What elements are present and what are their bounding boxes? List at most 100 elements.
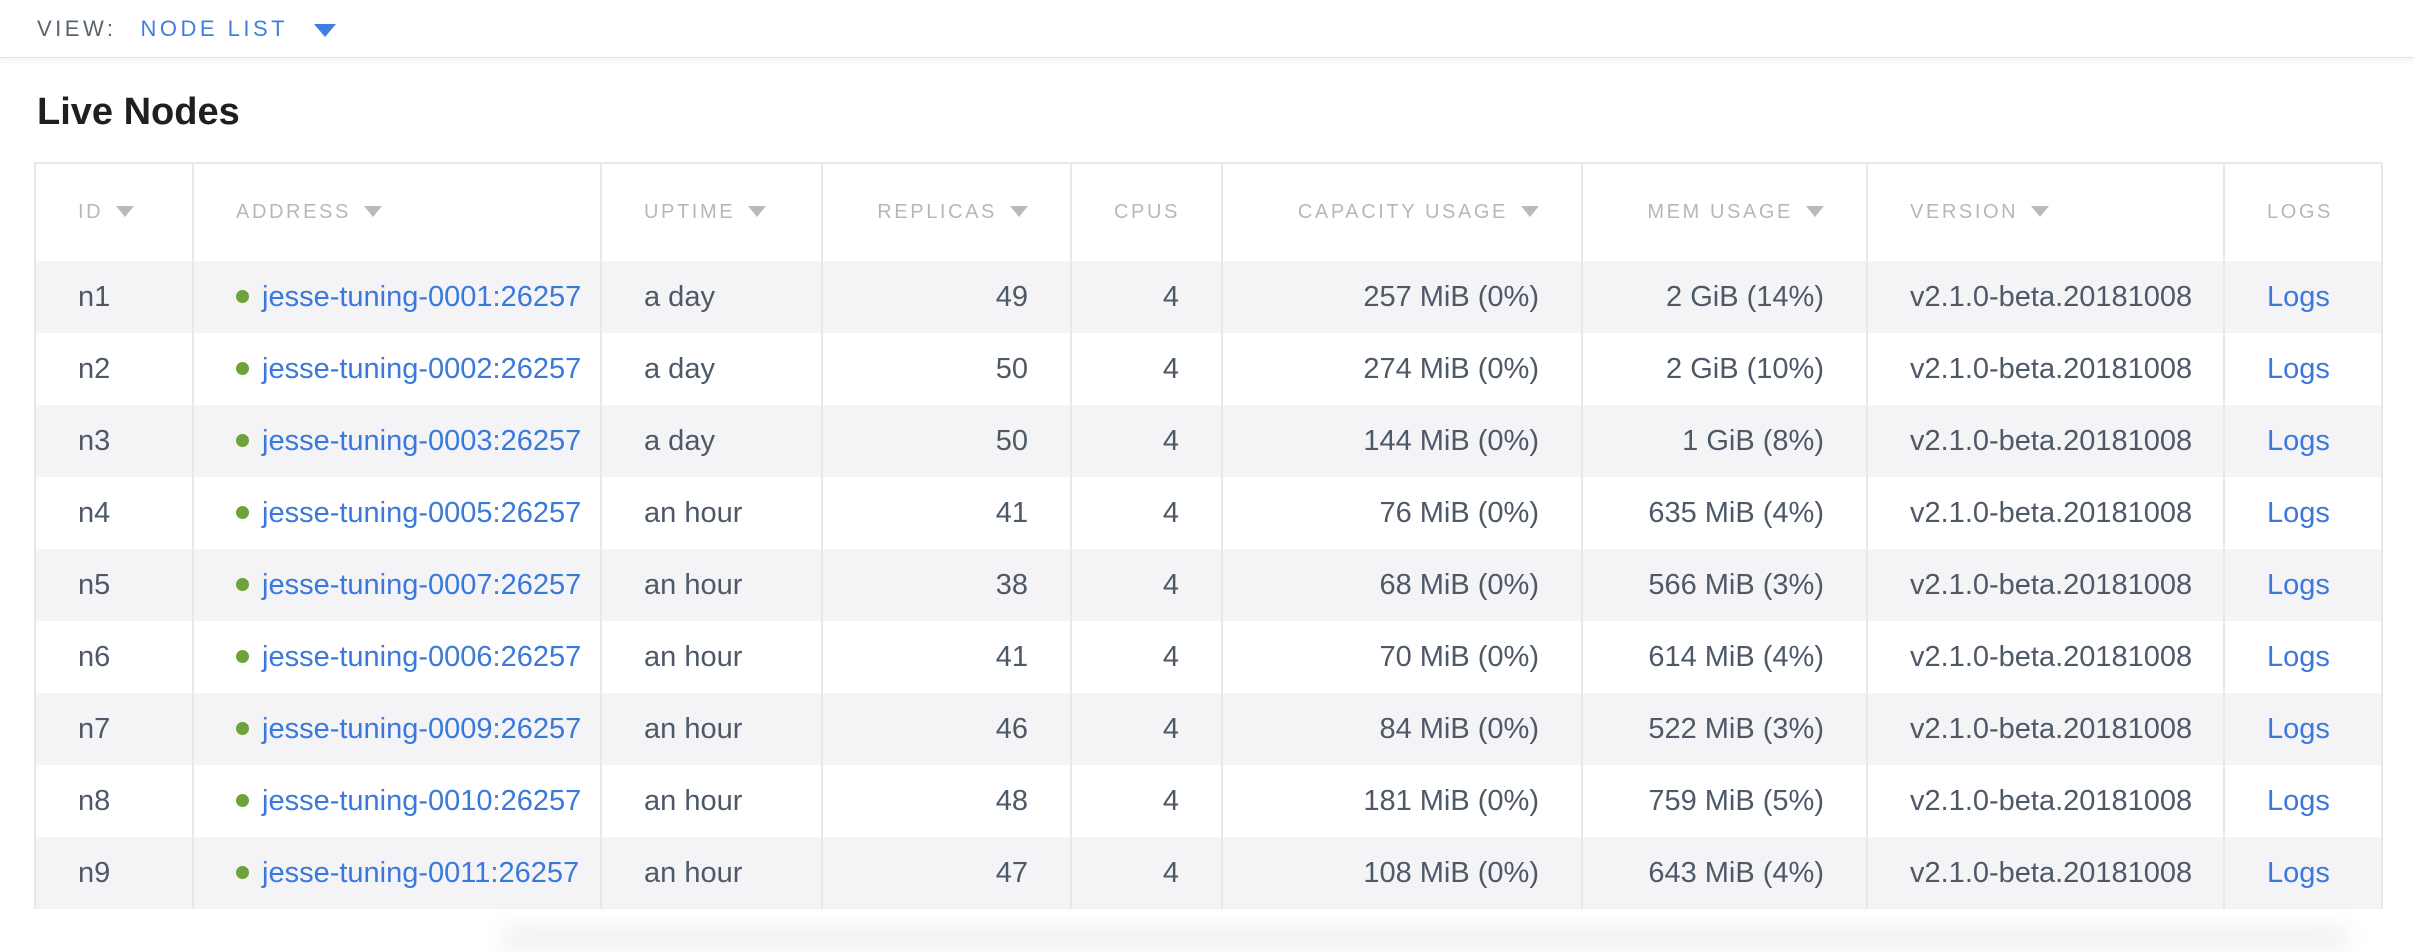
view-dropdown[interactable]: NODE LIST xyxy=(140,15,337,42)
node-status-healthy-icon xyxy=(236,793,249,807)
column-header-address[interactable]: ADDRESS xyxy=(192,163,601,261)
capacity-cell: 84 MiB (0%) xyxy=(1221,693,1582,765)
id-cell: n3 xyxy=(35,405,193,477)
column-header-uptime[interactable]: UPTIME xyxy=(600,163,822,261)
version-cell: v2.1.0-beta.20181008 xyxy=(1866,621,2224,693)
column-header-cpus: CPUS xyxy=(1070,163,1222,261)
node-logs-link[interactable]: Logs xyxy=(2267,352,2330,385)
table-body: n1 jesse-tuning-0001:26257 a day 49 4 257 MiB… xyxy=(35,261,2382,909)
id-cell: n7 xyxy=(35,693,193,765)
table-row-n1: n1 jesse-tuning-0001:26257 a day 49 4 257 MiB… xyxy=(35,261,2382,333)
version-cell: v2.1.0-beta.20181008 xyxy=(1866,405,2224,477)
column-header-label: VERSION xyxy=(1910,201,2019,223)
replicas-cell: 50 xyxy=(821,333,1071,405)
uptime-cell: an hour xyxy=(600,621,822,693)
node-address-link[interactable]: jesse-tuning-0009:26257 xyxy=(262,712,582,745)
sort-triangle-icon xyxy=(1806,206,1824,217)
uptime-cell: an hour xyxy=(600,693,822,765)
replicas-cell: 50 xyxy=(821,405,1071,477)
mem-cell: 614 MiB (4%) xyxy=(1581,621,1867,693)
capacity-cell: 70 MiB (0%) xyxy=(1221,621,1582,693)
node-logs-link[interactable]: Logs xyxy=(2267,784,2330,817)
live-nodes-table: ID ADDRESS UPTIME REPLICAS CPUS CAPACITY USAG… xyxy=(34,162,2383,909)
cpus-cell: 4 xyxy=(1070,333,1222,405)
cpus-cell: 4 xyxy=(1070,549,1222,621)
logs-cell: Logs xyxy=(2223,549,2382,621)
node-logs-link[interactable]: Logs xyxy=(2267,712,2330,745)
node-logs-link[interactable]: Logs xyxy=(2267,856,2330,889)
column-header-version[interactable]: VERSION xyxy=(1866,163,2224,261)
mem-cell: 566 MiB (3%) xyxy=(1581,549,1867,621)
view-label: VIEW: xyxy=(37,15,117,41)
column-header-capacity[interactable]: CAPACITY USAGE xyxy=(1221,163,1582,261)
node-logs-link[interactable]: Logs xyxy=(2267,568,2330,601)
cpus-cell: 4 xyxy=(1070,621,1222,693)
view-dropdown-value: NODE LIST xyxy=(140,15,289,41)
uptime-cell: an hour xyxy=(600,477,822,549)
node-status-healthy-icon xyxy=(236,577,249,591)
sort-triangle-icon xyxy=(1010,206,1028,217)
column-header-id[interactable]: ID xyxy=(35,163,193,261)
node-address-link[interactable]: jesse-tuning-0001:26257 xyxy=(262,280,582,313)
node-logs-link[interactable]: Logs xyxy=(2267,640,2330,673)
address-cell: jesse-tuning-0002:26257 xyxy=(192,333,601,405)
column-header-replicas[interactable]: REPLICAS xyxy=(821,163,1071,261)
version-cell: v2.1.0-beta.20181008 xyxy=(1866,837,2224,909)
table-row-n7: n7 jesse-tuning-0009:26257 an hour 46 4 84 Mi… xyxy=(35,693,2382,765)
capacity-cell: 274 MiB (0%) xyxy=(1221,333,1582,405)
node-logs-link[interactable]: Logs xyxy=(2267,424,2330,457)
id-cell: n5 xyxy=(35,549,193,621)
node-address-link[interactable]: jesse-tuning-0002:26257 xyxy=(262,352,582,385)
node-status-healthy-icon xyxy=(236,361,249,375)
version-cell: v2.1.0-beta.20181008 xyxy=(1866,333,2224,405)
column-header-label: ADDRESS xyxy=(236,201,351,223)
node-status-healthy-icon xyxy=(236,505,249,519)
node-address-link[interactable]: jesse-tuning-0005:26257 xyxy=(262,496,582,529)
logs-cell: Logs xyxy=(2223,837,2382,909)
address-cell: jesse-tuning-0010:26257 xyxy=(192,765,601,837)
uptime-cell: an hour xyxy=(600,549,822,621)
logs-cell: Logs xyxy=(2223,333,2382,405)
mem-cell: 2 GiB (10%) xyxy=(1581,333,1867,405)
node-address-link[interactable]: jesse-tuning-0007:26257 xyxy=(262,568,582,601)
column-header-label: CAPACITY USAGE xyxy=(1297,201,1508,223)
table-row-n3: n3 jesse-tuning-0003:26257 a day 50 4 144 MiB… xyxy=(35,405,2382,477)
capacity-cell: 181 MiB (0%) xyxy=(1221,765,1582,837)
main-content: Live Nodes ID ADDRESS UPTIME REPLICAS CPUS CA… xyxy=(0,90,2414,909)
id-cell: n1 xyxy=(35,261,193,333)
node-logs-link[interactable]: Logs xyxy=(2267,496,2330,529)
mem-cell: 522 MiB (3%) xyxy=(1581,693,1867,765)
replicas-cell: 41 xyxy=(821,477,1071,549)
node-logs-link[interactable]: Logs xyxy=(2267,280,2330,313)
capacity-cell: 76 MiB (0%) xyxy=(1221,477,1582,549)
logs-cell: Logs xyxy=(2223,621,2382,693)
sort-triangle-icon xyxy=(363,206,382,217)
node-address-link[interactable]: jesse-tuning-0010:26257 xyxy=(262,784,582,817)
table-row-n6: n6 jesse-tuning-0006:26257 an hour 41 4 70 Mi… xyxy=(35,621,2382,693)
column-header-label: CPUS xyxy=(1114,201,1180,223)
column-header-label: MEM USAGE xyxy=(1647,201,1793,223)
node-address-link[interactable]: jesse-tuning-0003:26257 xyxy=(262,424,582,457)
version-cell: v2.1.0-beta.20181008 xyxy=(1866,549,2224,621)
node-status-healthy-icon xyxy=(236,649,249,663)
uptime-cell: a day xyxy=(600,333,822,405)
logs-cell: Logs xyxy=(2223,405,2382,477)
mem-cell: 643 MiB (4%) xyxy=(1581,837,1867,909)
address-cell: jesse-tuning-0006:26257 xyxy=(192,621,601,693)
sort-triangle-icon xyxy=(116,206,135,217)
column-header-mem[interactable]: MEM USAGE xyxy=(1581,163,1867,261)
cpus-cell: 4 xyxy=(1070,765,1222,837)
table-row-n4: n4 jesse-tuning-0005:26257 an hour 41 4 76 Mi… xyxy=(35,477,2382,549)
node-address-link[interactable]: jesse-tuning-0011:26257 xyxy=(262,856,580,889)
mem-cell: 635 MiB (4%) xyxy=(1581,477,1867,549)
node-status-healthy-icon xyxy=(236,865,249,879)
id-cell: n2 xyxy=(78,352,111,385)
replicas-cell: 46 xyxy=(821,693,1071,765)
cpus-cell: 4 xyxy=(1070,477,1222,549)
cpus-cell: 4 xyxy=(1070,693,1222,765)
chevron-down-icon xyxy=(314,23,337,37)
node-address-link[interactable]: jesse-tuning-0006:26257 xyxy=(262,640,582,673)
address-cell: jesse-tuning-0005:26257 xyxy=(192,477,601,549)
column-header-label: REPLICAS xyxy=(877,201,997,223)
replicas-cell: 41 xyxy=(821,621,1071,693)
